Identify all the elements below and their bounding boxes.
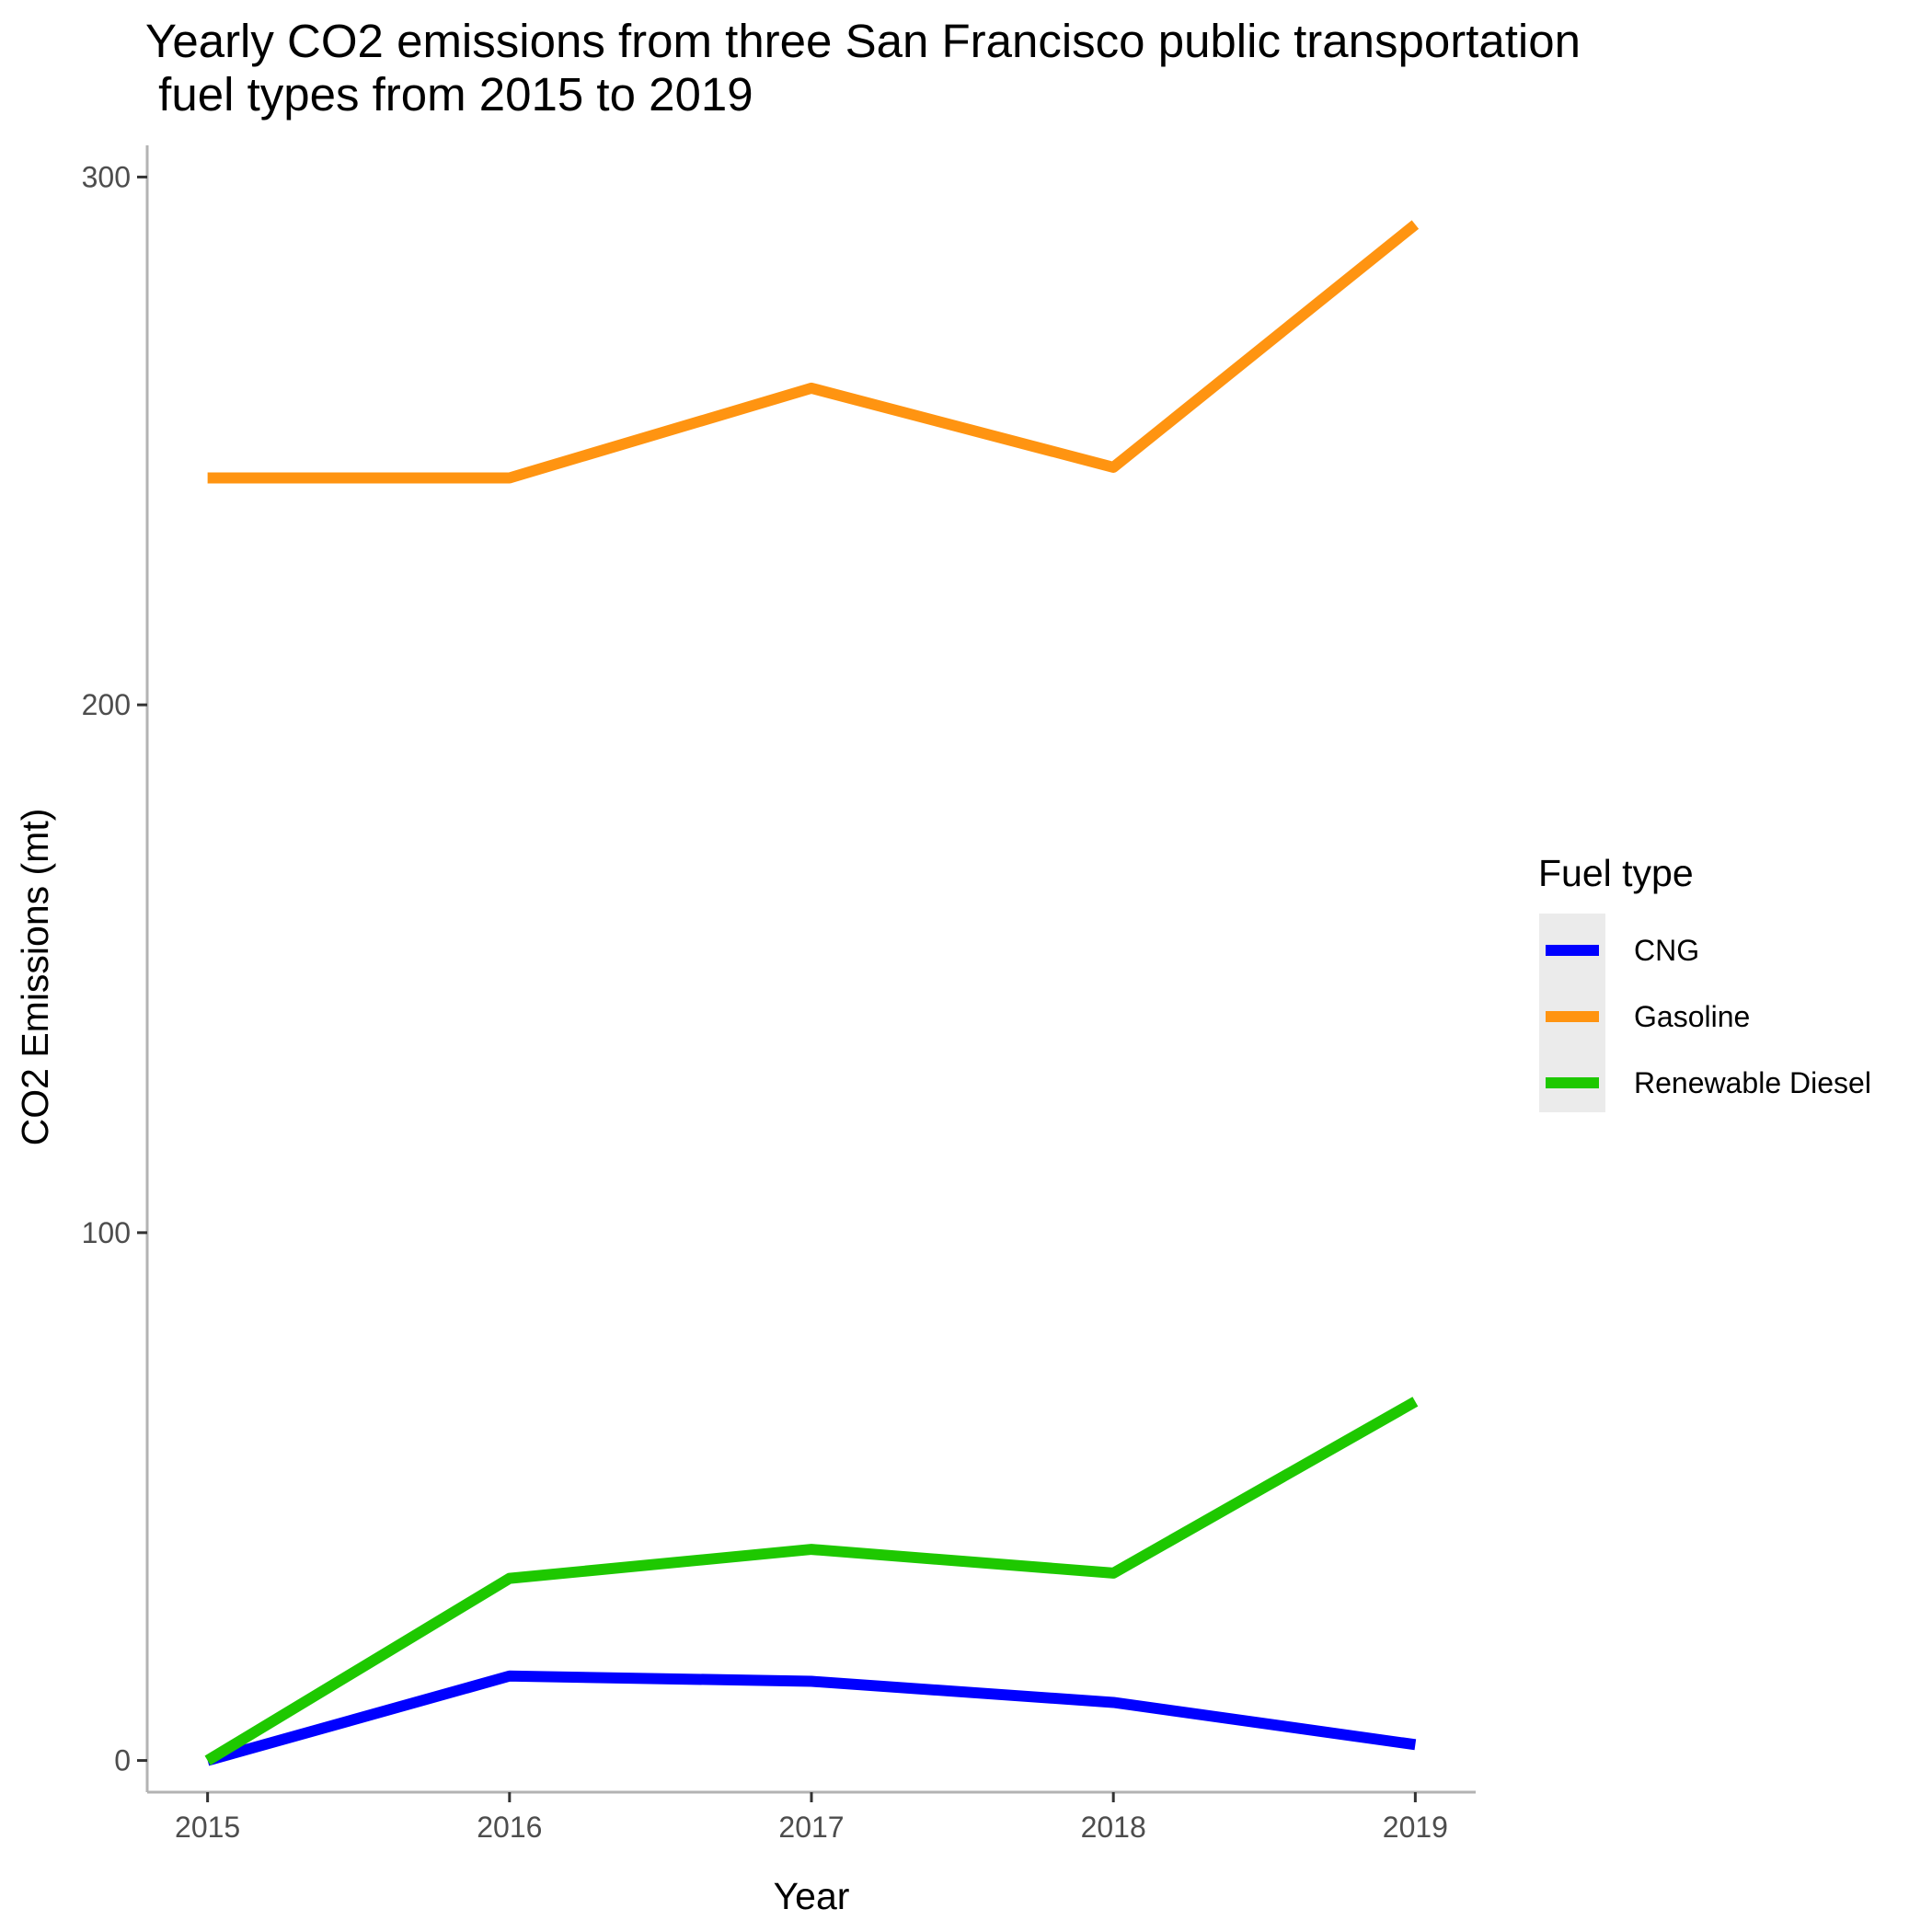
plot-lines bbox=[204, 220, 1420, 1766]
series-line-gasoline bbox=[207, 220, 1420, 484]
legend-label-cng: CNG bbox=[1634, 934, 1699, 967]
x-tick-label: 2016 bbox=[477, 1811, 542, 1844]
series-line-renewable-diesel bbox=[204, 1397, 1419, 1765]
y-axis-title: CO2 Emissions (mt) bbox=[14, 809, 56, 1146]
chart-title-line-1: Yearly CO2 emissions from three San Fran… bbox=[145, 15, 1581, 67]
axes: 0 100 200 300 2015 2016 2017 2018 2019 bbox=[82, 145, 1476, 1844]
legend-label-gasoline: Gasoline bbox=[1634, 1000, 1750, 1033]
legend: Fuel type CNG Gasoline Renewable Diesel bbox=[1538, 852, 1871, 1112]
x-axis-title: Year bbox=[774, 1875, 850, 1917]
legend-title: Fuel type bbox=[1538, 852, 1694, 894]
y-tick-label: 100 bbox=[82, 1216, 131, 1249]
x-tick-label: 2017 bbox=[778, 1811, 844, 1844]
legend-label-renewable-diesel: Renewable Diesel bbox=[1634, 1066, 1871, 1099]
x-tick-label: 2015 bbox=[175, 1811, 240, 1844]
y-tick-label: 300 bbox=[82, 160, 131, 193]
y-tick-label: 200 bbox=[82, 688, 131, 721]
legend-items: CNG Gasoline Renewable Diesel bbox=[1546, 934, 1871, 1099]
series-line-cng bbox=[206, 1670, 1417, 1766]
x-tick-label: 2018 bbox=[1081, 1811, 1146, 1844]
chart-title-line-2: fuel types from 2015 to 2019 bbox=[145, 68, 753, 121]
y-tick-label: 0 bbox=[114, 1744, 131, 1777]
x-tick-label: 2019 bbox=[1383, 1811, 1448, 1844]
